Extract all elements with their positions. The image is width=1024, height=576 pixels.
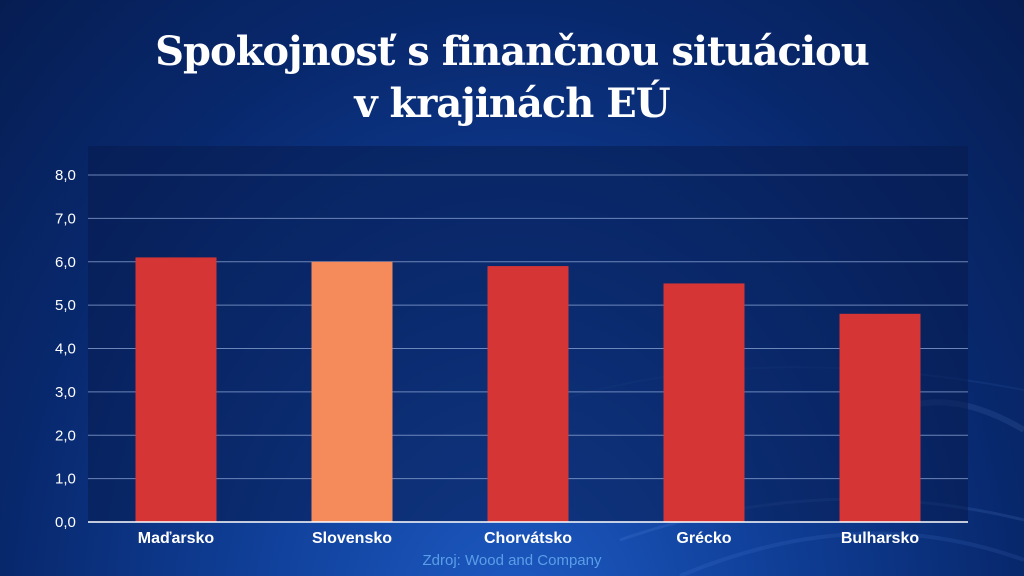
x-tick-label: Maďarsko <box>138 530 215 547</box>
source-note: Zdroj: Wood and Company <box>422 552 602 569</box>
x-tick-label: Chorvátsko <box>484 530 572 547</box>
y-tick-label: 3,0 <box>55 384 76 401</box>
x-tick-label: Grécko <box>676 530 731 547</box>
x-tick-label: Slovensko <box>312 530 392 547</box>
y-tick-label: 8,0 <box>55 167 76 184</box>
y-tick-label: 5,0 <box>55 297 76 314</box>
chart-title-line-2: v krajinách EÚ <box>354 80 670 127</box>
bar-4 <box>663 283 745 522</box>
chart-title-line-1: Spokojnosť s finančnou situáciou <box>155 28 870 75</box>
x-tick-label: Bulharsko <box>841 530 919 547</box>
bar-3 <box>487 266 569 522</box>
bar-2 <box>311 261 393 522</box>
y-tick-label: 4,0 <box>55 341 76 358</box>
y-tick-label: 2,0 <box>55 427 76 444</box>
y-tick-label: 0,0 <box>55 514 76 531</box>
y-tick-label: 6,0 <box>55 254 76 271</box>
bar-5 <box>839 313 921 522</box>
bar-1 <box>135 257 217 522</box>
y-tick-label: 7,0 <box>55 210 76 227</box>
y-tick-label: 1,0 <box>55 471 76 488</box>
chart-title: Spokojnosť s finančnou situáciou v kraji… <box>0 26 1024 130</box>
